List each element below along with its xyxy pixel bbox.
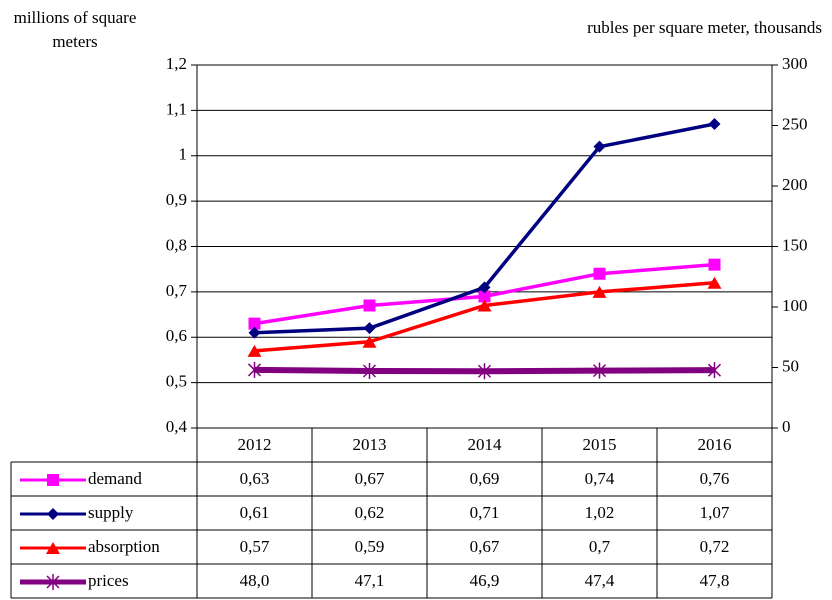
y-tick-label: 0,4 [166, 417, 188, 436]
marker [248, 317, 261, 330]
marker [707, 362, 722, 379]
marker [477, 363, 492, 380]
y-tick-label: 1 [179, 145, 188, 164]
y2-tick-label: 250 [782, 114, 808, 133]
marker [478, 290, 491, 303]
data-label: 0,67 [470, 537, 500, 556]
data-label: 0,63 [240, 469, 270, 488]
y2-tick-label: 200 [782, 175, 808, 194]
y-tick-label: 1,2 [166, 54, 187, 73]
data-label: 47,8 [700, 571, 730, 590]
data-label: 48,0 [240, 571, 270, 590]
marker [248, 326, 261, 339]
marker [592, 362, 607, 379]
y2-tick-label: 0 [782, 417, 791, 436]
legend-label: demand [88, 469, 142, 488]
y2-tick-label: 150 [782, 235, 808, 254]
marker [593, 267, 606, 280]
marker [477, 299, 492, 312]
data-label: 0,7 [589, 537, 611, 556]
data-label: 1,07 [700, 503, 730, 522]
y-axis-title: millions of square meters [13, 8, 137, 51]
data-label: 47,1 [355, 571, 385, 590]
y-tick-label: 0,7 [166, 281, 188, 300]
data-label: 0,57 [240, 537, 270, 556]
data-label: 46,9 [470, 571, 500, 590]
y-tick-label: 0,9 [166, 190, 187, 209]
data-label: 0,76 [700, 469, 730, 488]
y2-tick-label: 100 [782, 296, 808, 315]
data-label: 0,62 [355, 503, 385, 522]
y-tick-label: 1,1 [166, 99, 187, 118]
legend-label: prices [88, 571, 129, 590]
marker [708, 117, 721, 130]
marker [707, 276, 722, 289]
marker [362, 363, 377, 380]
data-label: 0,72 [700, 537, 730, 556]
data-label: 0,71 [470, 503, 500, 522]
legend-label: absorption [88, 537, 160, 556]
marker [363, 322, 376, 335]
y-tick-label: 0,5 [166, 372, 187, 391]
data-label: 0,69 [470, 469, 500, 488]
data-label: 0,74 [585, 469, 615, 488]
marker [247, 361, 262, 378]
marker [47, 474, 59, 486]
marker [708, 258, 721, 271]
data-label: 0,67 [355, 469, 385, 488]
marker [478, 281, 491, 294]
data-label: 47,4 [585, 571, 615, 590]
data-label: 0,61 [240, 503, 270, 522]
data-label: 0,59 [355, 537, 385, 556]
x-tick-label: 2016 [698, 435, 732, 454]
x-tick-label: 2014 [468, 435, 503, 454]
data-label: 1,02 [585, 503, 615, 522]
marker [592, 285, 607, 298]
legend-label: supply [88, 503, 134, 522]
marker [362, 335, 377, 348]
y2-axis-title: rubles per square meter, thousands [587, 18, 822, 37]
marker [247, 344, 262, 357]
x-tick-label: 2015 [583, 435, 617, 454]
marker [363, 299, 376, 312]
x-tick-label: 2012 [238, 435, 272, 454]
marker [47, 508, 59, 520]
marker [593, 140, 606, 153]
y2-tick-label: 300 [782, 54, 808, 73]
y2-tick-label: 50 [782, 356, 799, 375]
marker [46, 542, 60, 554]
y-tick-label: 0,8 [166, 235, 187, 254]
x-tick-label: 2013 [353, 435, 387, 454]
y-tick-label: 0,6 [166, 326, 187, 345]
marker [46, 574, 60, 590]
